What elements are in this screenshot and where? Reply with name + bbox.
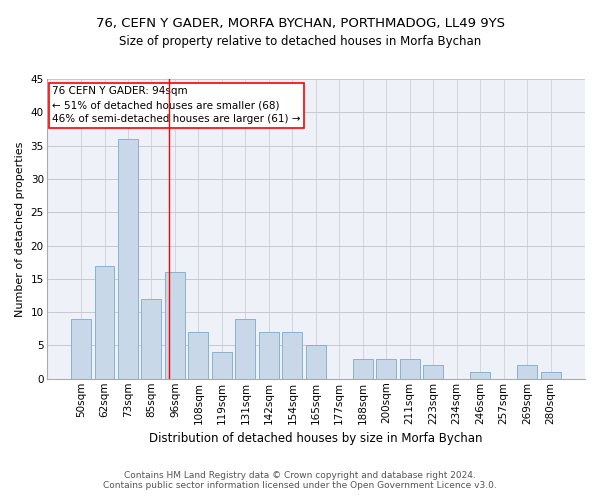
Text: Size of property relative to detached houses in Morfa Bychan: Size of property relative to detached ho… — [119, 35, 481, 48]
X-axis label: Distribution of detached houses by size in Morfa Bychan: Distribution of detached houses by size … — [149, 432, 482, 445]
Bar — [95, 266, 115, 379]
Text: 76, CEFN Y GADER, MORFA BYCHAN, PORTHMADOG, LL49 9YS: 76, CEFN Y GADER, MORFA BYCHAN, PORTHMAD… — [95, 18, 505, 30]
Text: Contains HM Land Registry data © Crown copyright and database right 2024.
Contai: Contains HM Land Registry data © Crown c… — [103, 470, 497, 490]
Bar — [118, 139, 138, 379]
Bar — [188, 332, 208, 379]
Bar — [306, 346, 326, 379]
Bar — [212, 352, 232, 379]
Bar — [423, 366, 443, 379]
Bar — [376, 359, 396, 379]
Bar — [541, 372, 560, 379]
Bar — [165, 272, 185, 379]
Bar — [283, 332, 302, 379]
Text: 76 CEFN Y GADER: 94sqm
← 51% of detached houses are smaller (68)
46% of semi-det: 76 CEFN Y GADER: 94sqm ← 51% of detached… — [52, 86, 301, 124]
Bar — [400, 359, 419, 379]
Bar — [142, 299, 161, 379]
Bar — [259, 332, 279, 379]
Y-axis label: Number of detached properties: Number of detached properties — [15, 141, 25, 316]
Bar — [235, 319, 256, 379]
Bar — [517, 366, 537, 379]
Bar — [71, 319, 91, 379]
Bar — [470, 372, 490, 379]
Bar — [353, 359, 373, 379]
